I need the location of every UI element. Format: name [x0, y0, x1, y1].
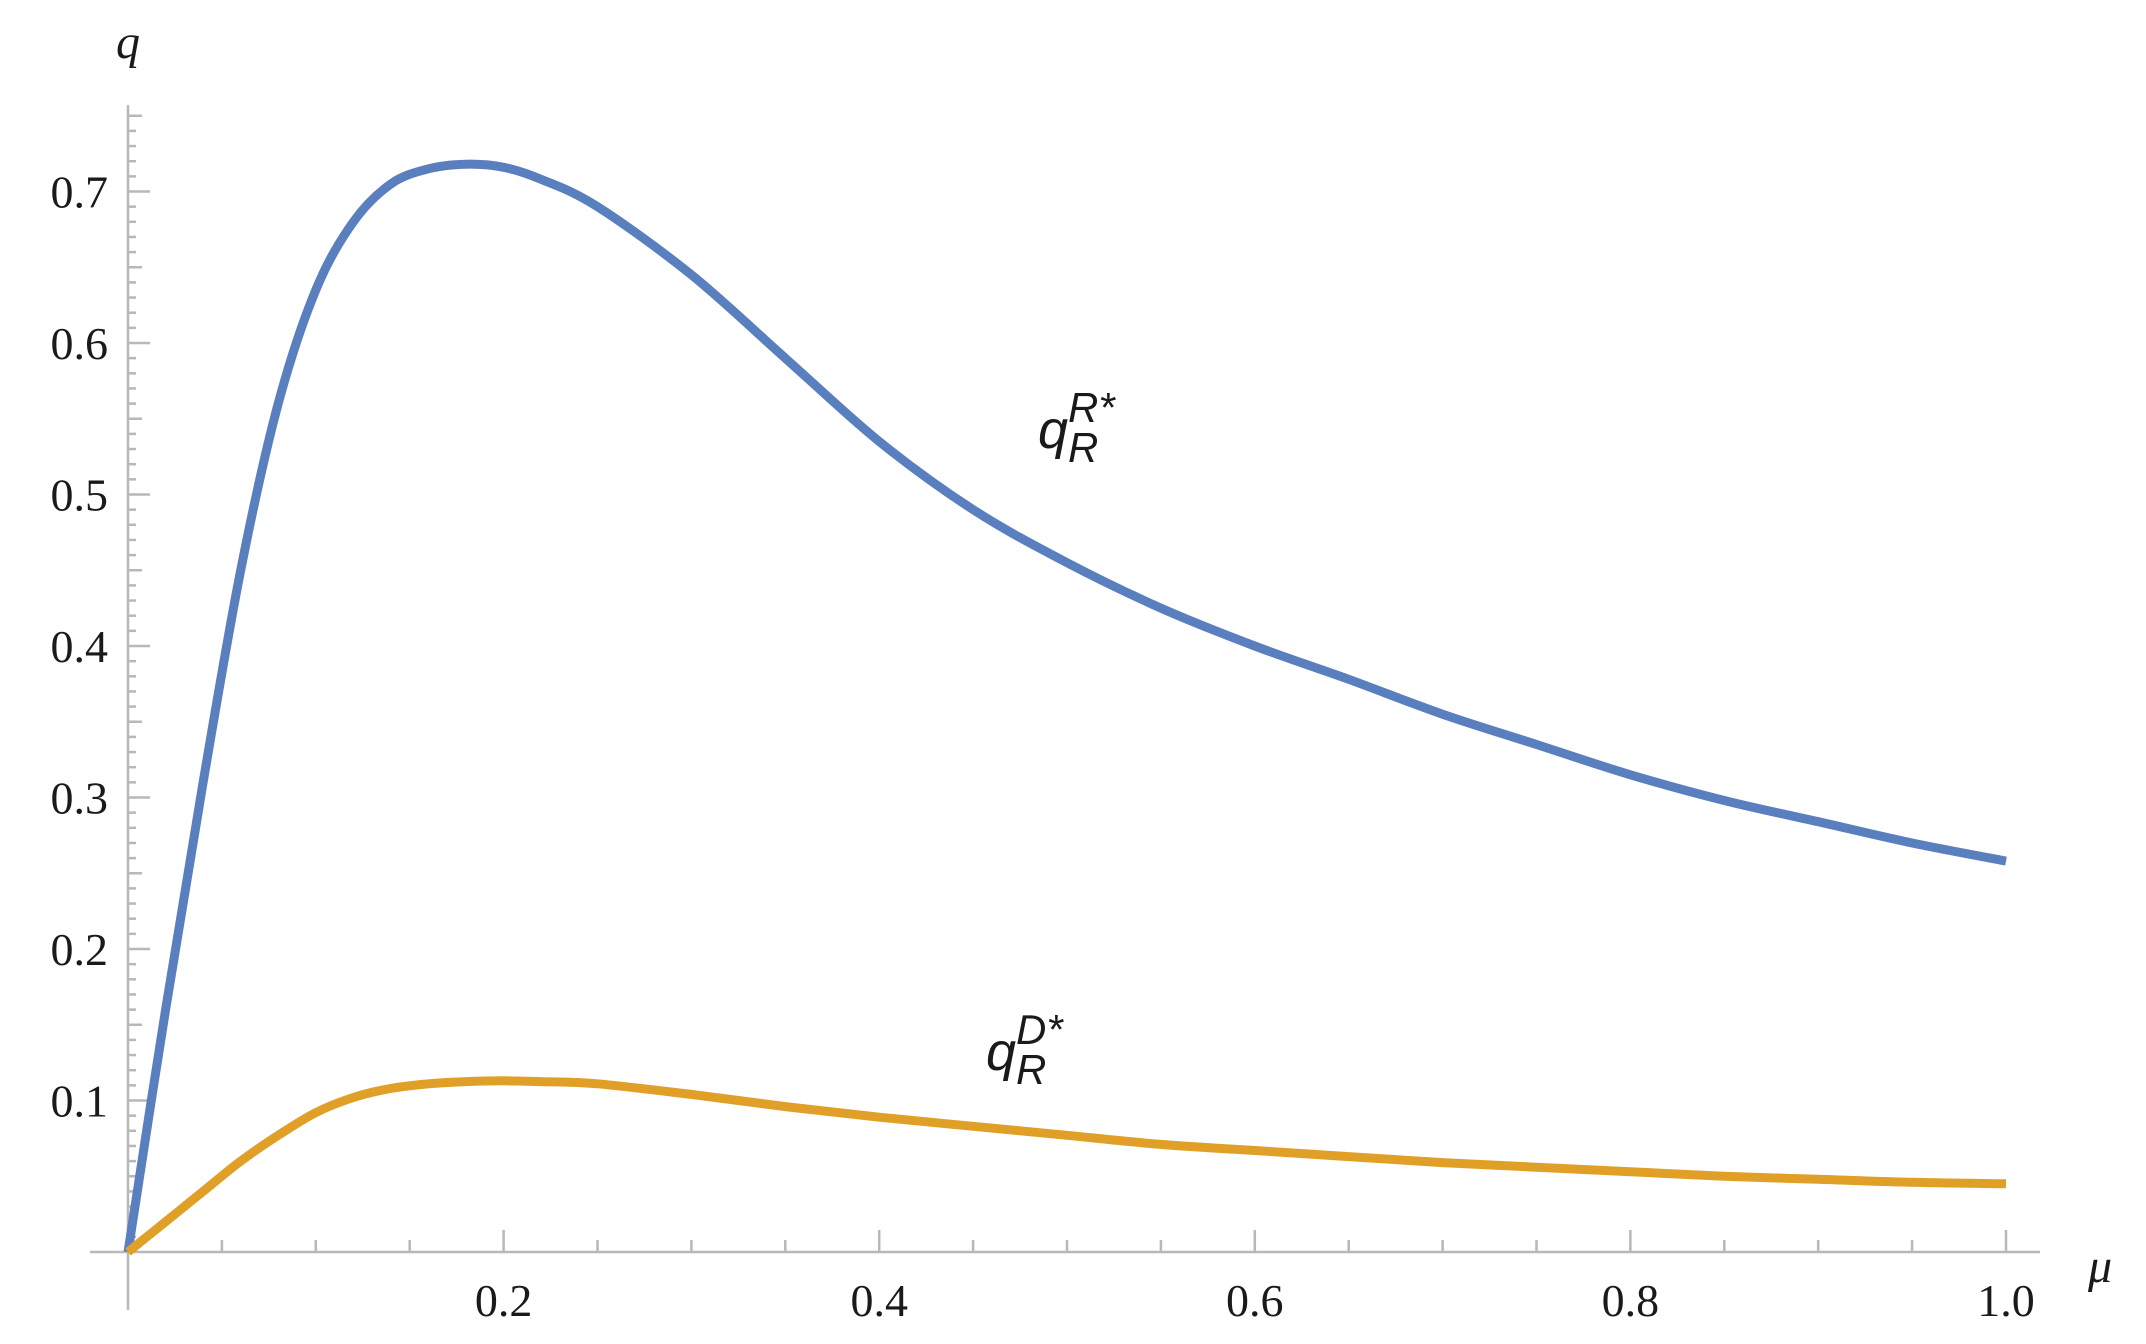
series-label-superscript: D* — [1016, 1006, 1064, 1053]
y-tick-label: 0.4 — [51, 621, 109, 672]
series-label-subscript: R — [1068, 424, 1098, 471]
series-qRR-line — [123, 159, 2007, 1253]
x-axis-title: μ — [2087, 1240, 2112, 1293]
y-tick-label: 0.6 — [51, 318, 109, 369]
y-tick-label: 0.5 — [51, 470, 109, 521]
series-label-subscript: R — [1016, 1046, 1046, 1093]
x-tick-label: 0.8 — [1602, 1275, 1660, 1326]
series-label-main: q — [1038, 400, 1068, 460]
y-tick-label: 0.2 — [51, 924, 109, 975]
y-tick-label: 0.3 — [51, 773, 109, 824]
y-ticks: 0.1 0.2 0.3 0.4 0.5 0.6 0.7 — [51, 114, 150, 1239]
x-tick-label: 0.6 — [1226, 1275, 1284, 1326]
series-label-qRD: qD* R — [986, 1006, 1064, 1093]
series-layer — [123, 159, 2007, 1256]
x-ticks: 0.2 0.4 0.6 0.8 1.0 — [220, 1230, 2035, 1326]
series-label-superscript: R* — [1068, 384, 1116, 431]
y-tick-label: 0.7 — [51, 167, 109, 218]
y-tick-label: 0.1 — [51, 1076, 109, 1127]
series-qRD-line — [125, 1076, 2007, 1256]
y-axis-title: q — [116, 16, 140, 69]
x-tick-label: 0.4 — [850, 1275, 908, 1326]
axes — [90, 105, 2040, 1310]
series-label-qRR: qR* R — [1038, 384, 1116, 471]
x-tick-label: 0.2 — [475, 1275, 533, 1326]
series-label-main: q — [986, 1022, 1016, 1082]
x-tick-label: 1.0 — [1977, 1275, 2035, 1326]
